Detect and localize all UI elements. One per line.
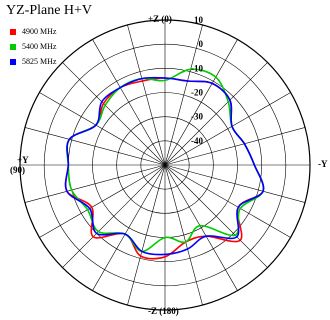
legend-label-4900: 4900 MHz [22, 27, 57, 36]
grid-spoke [92, 39, 166, 166]
chart-title: YZ-Plane H+V [6, 3, 93, 18]
bottom-direction-label: -Z (180) [148, 306, 179, 316]
grid-spoke [39, 164, 166, 238]
radial-tick-labels: 10 0 -10 -20 -30 -40 [191, 15, 204, 146]
legend-label-5825: 5825 MHz [22, 57, 57, 66]
grid-spoke [164, 62, 268, 166]
radial-tick-label: 0 [199, 39, 204, 49]
grid-spoke [164, 164, 291, 238]
grid-spoke [39, 92, 166, 166]
polar-grid [19, 19, 311, 311]
left-direction-label-line2: (90) [10, 165, 25, 175]
legend-item: 5825 MHz [10, 54, 56, 69]
grid-spoke [24, 164, 166, 203]
grid-spoke [164, 164, 203, 306]
series-lines [64, 68, 265, 260]
radial-tick-label: -30 [191, 112, 203, 122]
legend-item: 4900 MHz [10, 24, 56, 39]
grid-spoke [62, 62, 166, 166]
grid-spoke [164, 24, 203, 166]
grid-spoke [62, 164, 166, 268]
radial-tick-label: -40 [191, 136, 203, 146]
grid-spoke [24, 127, 166, 166]
grid-spoke [127, 164, 166, 306]
legend-swatch-5825 [10, 58, 16, 65]
grid-spoke [164, 164, 306, 203]
grid-spoke [92, 164, 166, 291]
legend-label-5400: 5400 MHz [22, 42, 57, 51]
legend-swatch-4900 [10, 28, 16, 35]
radial-tick-label: -10 [191, 63, 203, 73]
legend: 4900 MHz 5400 MHz 5825 MHz [10, 24, 56, 69]
grid-spoke [127, 24, 166, 166]
grid-spoke [164, 164, 268, 268]
grid-spoke [164, 92, 291, 166]
grid-spoke [164, 164, 238, 291]
radial-tick-label: 10 [194, 15, 204, 25]
grid-spoke [164, 127, 306, 166]
top-direction-label: +Z (0) [148, 14, 172, 24]
series-line-5825-mhz [64, 76, 265, 256]
left-direction-label-line1: +Y [17, 155, 29, 165]
legend-swatch-5400 [10, 43, 16, 50]
radial-tick-label: -20 [191, 88, 203, 98]
right-direction-label: -Y [318, 159, 328, 169]
grid-spoke [164, 39, 238, 166]
legend-item: 5400 MHz [10, 39, 56, 54]
